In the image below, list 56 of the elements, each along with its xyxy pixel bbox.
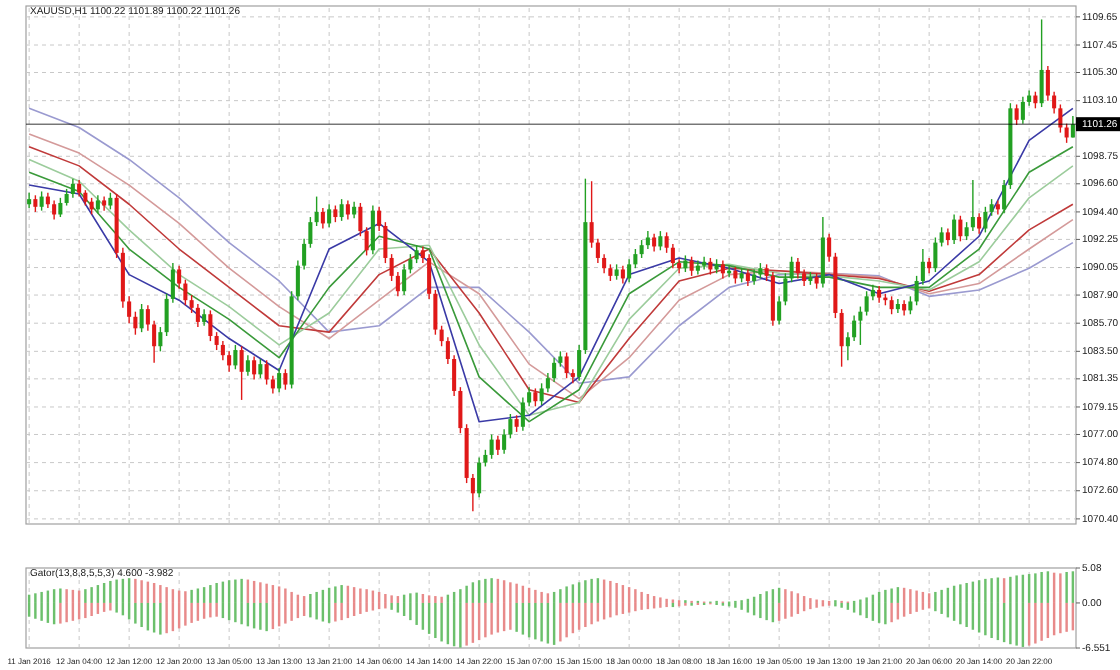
candlestick: [320, 207, 325, 230]
candlestick: [258, 358, 263, 379]
candlestick: [245, 354, 250, 377]
candlestick: [477, 456, 482, 498]
candlestick: [52, 199, 57, 221]
candlestick: [208, 309, 213, 342]
candlestick: [495, 435, 500, 456]
candlestick: [339, 198, 344, 222]
candlestick: [252, 355, 257, 381]
candlestick: [27, 192, 32, 209]
candlestick: [489, 433, 494, 460]
candlestick: [820, 216, 825, 289]
candlestick: [39, 190, 44, 212]
candlestick: [233, 344, 238, 370]
candlestick: [158, 326, 163, 353]
candlestick: [345, 199, 350, 221]
candlestick: [1039, 18, 1044, 108]
candlestick: [58, 197, 63, 218]
candlestick: [895, 298, 900, 314]
candlestick: [770, 271, 775, 327]
candlestick: [402, 263, 407, 296]
candlestick: [933, 236, 938, 273]
candlestick: [952, 213, 957, 245]
candlestick: [995, 199, 1000, 216]
candlestick: [277, 367, 282, 393]
candlestick: [902, 299, 907, 317]
candlestick: [327, 203, 332, 228]
candlestick: [364, 226, 369, 257]
candlestick: [70, 177, 75, 199]
candlestick: [239, 345, 244, 401]
candlestick: [939, 226, 944, 248]
candlestick: [839, 308, 844, 368]
candlestick: [983, 206, 988, 234]
candlestick: [858, 305, 863, 346]
candlestick: [283, 368, 288, 391]
candlestick: [564, 351, 569, 379]
candlestick: [864, 290, 869, 317]
candlestick: [789, 255, 794, 283]
candlestick: [370, 204, 375, 255]
candlestick: [139, 303, 144, 333]
candlestick: [977, 212, 982, 235]
candlestick: [970, 179, 975, 232]
candlestick: [795, 257, 800, 280]
candlestick: [314, 195, 319, 227]
candlestick: [689, 255, 694, 277]
candlestick: [264, 359, 269, 386]
candlestick: [958, 215, 963, 243]
candlestick: [658, 230, 663, 251]
candlestick: [1014, 103, 1019, 126]
candlestick: [195, 303, 200, 328]
candlestick: [358, 202, 363, 237]
candlestick: [670, 243, 675, 269]
candlestick: [1020, 96, 1025, 125]
candlestick: [627, 258, 632, 283]
candlestick: [752, 268, 757, 286]
candlestick: [695, 259, 700, 276]
